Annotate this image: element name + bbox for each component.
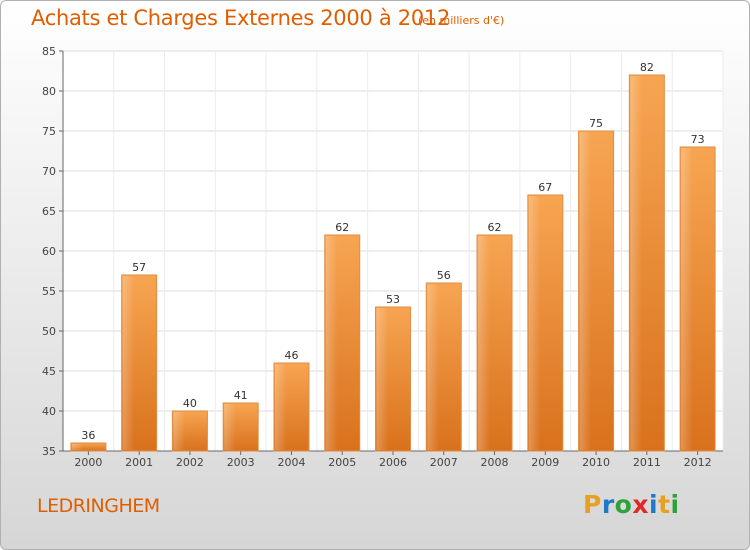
- x-tick-label-2012: 2012: [684, 456, 712, 469]
- value-label-2000: 36: [81, 429, 95, 442]
- value-label-2004: 46: [284, 349, 298, 362]
- value-label-2003: 41: [234, 389, 248, 402]
- proxiti-logo: Proxiti: [583, 490, 680, 519]
- y-tick-label: 65: [42, 205, 56, 218]
- bar-highlight: [681, 148, 693, 450]
- y-tick-label: 80: [42, 85, 56, 98]
- y-tick-label: 35: [42, 445, 56, 458]
- y-tick-label: 55: [42, 285, 56, 298]
- chart-subtitle: (en milliers d'€): [418, 14, 505, 27]
- logo-letter: P: [583, 490, 602, 519]
- y-tick-label: 85: [42, 45, 56, 58]
- y-tick-label: 60: [42, 245, 56, 258]
- y-tick-label: 75: [42, 125, 56, 138]
- bar-highlight: [630, 76, 643, 450]
- logo-letter: r: [601, 490, 615, 519]
- x-tick-label-2001: 2001: [125, 456, 153, 469]
- value-label-2008: 62: [488, 221, 502, 234]
- value-label-2001: 57: [132, 261, 146, 274]
- logo-letter: x: [632, 490, 649, 519]
- bar-highlight: [427, 284, 439, 450]
- logo-letter: t: [658, 490, 671, 519]
- bar-highlight: [528, 196, 541, 450]
- x-tick-label-2000: 2000: [74, 456, 102, 469]
- x-tick-label-2009: 2009: [531, 456, 559, 469]
- y-tick-label: 70: [42, 165, 56, 178]
- x-tick-label-2002: 2002: [176, 456, 204, 469]
- value-label-2010: 75: [589, 117, 603, 130]
- bar-2000: [70, 442, 107, 452]
- y-tick-label: 40: [42, 405, 56, 418]
- x-tick-label-2008: 2008: [481, 456, 509, 469]
- bar-highlight: [325, 236, 338, 450]
- logo-letter: o: [614, 490, 633, 519]
- value-label-2002: 40: [183, 397, 197, 410]
- value-label-2011: 82: [640, 61, 654, 74]
- value-label-2007: 56: [437, 269, 451, 282]
- x-tick-label-2007: 2007: [430, 456, 458, 469]
- x-tick-label-2006: 2006: [379, 456, 407, 469]
- bar-highlight: [224, 404, 236, 450]
- bar-highlight: [122, 276, 135, 450]
- bar-highlight: [173, 412, 186, 450]
- value-label-2006: 53: [386, 293, 400, 306]
- bar-highlight: [71, 444, 84, 450]
- x-tick-label-2010: 2010: [582, 456, 610, 469]
- bar-highlight: [478, 236, 490, 450]
- logo-letter: i: [670, 490, 680, 519]
- bar-highlight: [274, 364, 287, 450]
- commune-name: LEDRINGHEM: [37, 495, 160, 517]
- x-tick-label-2011: 2011: [633, 456, 661, 469]
- y-tick-label: 50: [42, 325, 56, 338]
- value-label-2009: 67: [538, 181, 552, 194]
- x-tick-label-2004: 2004: [277, 456, 305, 469]
- value-label-2012: 73: [691, 133, 705, 146]
- logo-letter: i: [649, 490, 659, 519]
- x-tick-label-2005: 2005: [328, 456, 356, 469]
- value-label-2005: 62: [335, 221, 349, 234]
- x-tick-label-2003: 2003: [227, 456, 255, 469]
- y-tick-label: 45: [42, 365, 56, 378]
- chart-title: Achats et Charges Externes 2000 à 2012: [31, 6, 451, 30]
- bar-highlight: [376, 308, 389, 450]
- bar-highlight: [579, 132, 592, 450]
